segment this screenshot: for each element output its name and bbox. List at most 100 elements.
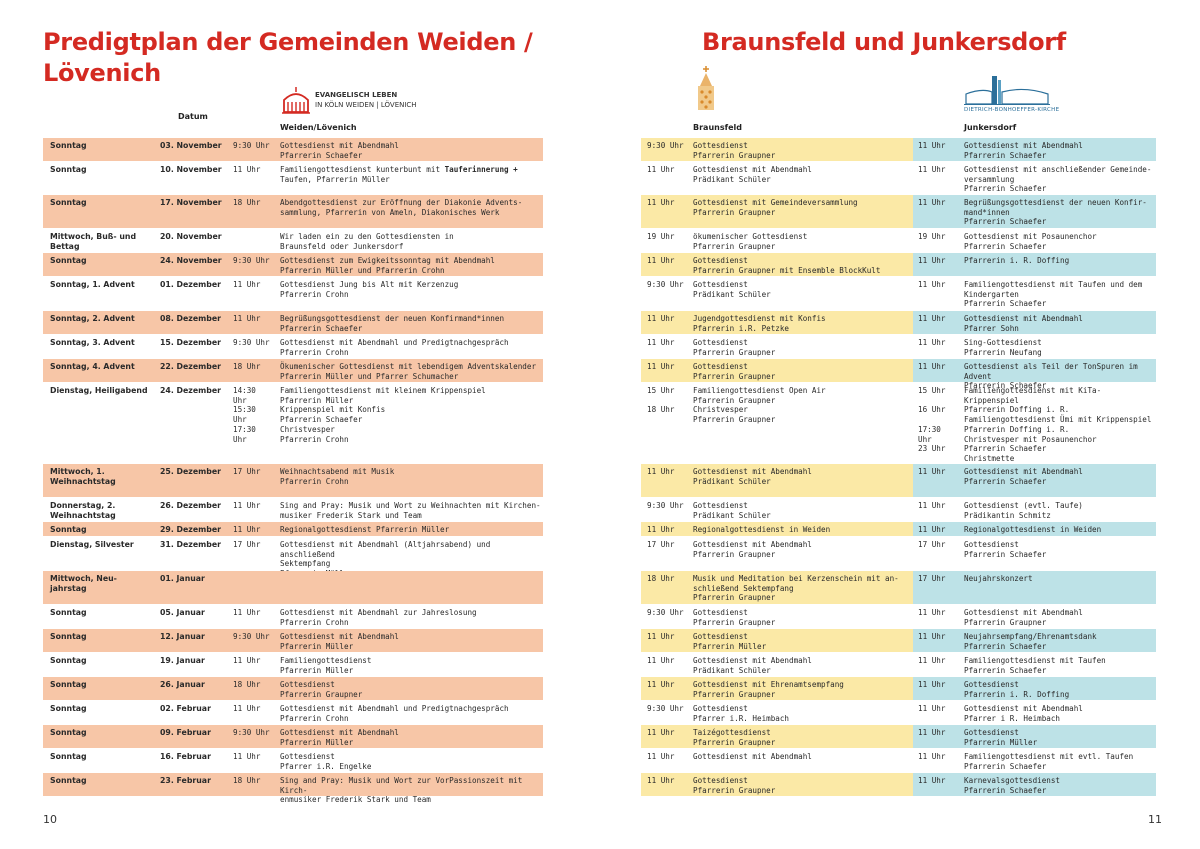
braunsfeld-time: 19 Uhr (647, 232, 675, 241)
junkersdorf-time: 11 Uhr (918, 656, 946, 665)
row-day: Sonntag (50, 256, 87, 265)
braunsfeld-service: Gottesdienst mit Abendmahl (693, 752, 812, 761)
braunsfeld-time: 9:30 Uhr (647, 141, 684, 150)
row-band-braunsfeld (641, 138, 913, 161)
junkersdorf-service: Familiengottesdienst mit KiTa-Krippenspi… (964, 386, 1152, 473)
braunsfeld-service: Gottesdienst Pfarrerin Graupner (693, 141, 776, 160)
braunsfeld-time: 11 Uhr (647, 338, 675, 347)
weiden-time: 11 Uhr (233, 608, 261, 617)
col-header-datum: Datum (178, 112, 208, 121)
row-band-junkersdorf (913, 464, 1156, 497)
row-date: 01. Dezember (160, 280, 221, 289)
braunsfeld-time: 11 Uhr (647, 656, 675, 665)
row-date: 08. Dezember (160, 314, 221, 323)
row-band-junkersdorf (913, 725, 1156, 748)
braunsfeld-service: Gottesdienst Prädikant Schüler (693, 280, 771, 299)
braunsfeld-time: 17 Uhr (647, 540, 675, 549)
weiden-time: 9:30 Uhr (233, 256, 270, 265)
junkersdorf-service: Gottesdienst mit anschließender Gemeinde… (964, 165, 1152, 194)
weiden-time: 9:30 Uhr (233, 141, 270, 150)
row-band-junkersdorf (913, 677, 1156, 700)
row-band-braunsfeld (641, 773, 913, 796)
row-day: Sonntag (50, 608, 87, 617)
junkersdorf-time: 11 Uhr (918, 632, 946, 641)
row-band-braunsfeld (641, 253, 913, 276)
row-band-weiden (43, 138, 543, 161)
row-day: Mittwoch, Buß- und Bettag (50, 232, 137, 251)
row-date: 29. Dezember (160, 525, 221, 534)
junkersdorf-time: 17 Uhr (918, 574, 946, 583)
junkersdorf-time: 11 Uhr (918, 165, 946, 174)
row-band-braunsfeld (641, 725, 913, 748)
row-date: 12. Januar (160, 632, 205, 641)
row-band-weiden (43, 677, 543, 700)
row-day: Sonntag (50, 728, 87, 737)
junkersdorf-time: 11 Uhr (918, 467, 946, 476)
junkersdorf-time: 11 Uhr (918, 362, 946, 371)
weiden-time: 11 Uhr (233, 501, 261, 510)
row-day: Sonntag (50, 632, 87, 641)
junkersdorf-service: Gottesdienst mit Abendmahl Pfarrer i R. … (964, 704, 1083, 723)
braunsfeld-time: 11 Uhr (647, 467, 675, 476)
row-date: 03. November (160, 141, 222, 150)
braunsfeld-service: Gottesdienst mit Abendmahl Pfarrerin Gra… (693, 540, 812, 559)
row-day: Sonntag (50, 165, 87, 174)
braunsfeld-service: Jugendgottesdienst mit Konfis Pfarrerin … (693, 314, 826, 333)
weiden-time: 11 Uhr (233, 165, 261, 174)
church-dome-icon (282, 87, 310, 114)
braunsfeld-service: Gottesdienst Prädikant Schüler (693, 501, 771, 520)
junkersdorf-service: Gottesdienst mit Abendmahl Pfarrerin Gra… (964, 608, 1083, 627)
weiden-service: Gottesdienst Pfarrer i.R. Engelke (280, 752, 372, 771)
junkersdorf-time: 15 Uhr 16 Uhr 17:30 Uhr 23 Uhr (918, 386, 946, 454)
junkersdorf-service: Neujahrskonzert (964, 574, 1033, 583)
row-date: 31. Dezember (160, 540, 221, 549)
weiden-service: Regionalgottesdienst Pfarrerin Müller (280, 525, 450, 534)
braunsfeld-time: 11 Uhr (647, 680, 675, 689)
junkersdorf-service: Familiengottesdienst mit Taufen Pfarreri… (964, 656, 1106, 675)
weiden-service: Sing and Pray: Musik und Wort zu Weihnac… (280, 501, 541, 520)
weiden-time: 14:30 Uhr 15:30 Uhr 17:30 Uhr (233, 386, 256, 444)
junkersdorf-service: Gottesdienst Pfarrerin Müller (964, 728, 1038, 747)
church-tower-icon (698, 66, 714, 110)
braunsfeld-time: 9:30 Uhr (647, 608, 684, 617)
page-number-left: 10 (43, 813, 57, 826)
row-day: Mittwoch, 1. Weihnachtstag (50, 467, 116, 486)
row-date: 15. Dezember (160, 338, 221, 347)
braunsfeld-service: Gottesdienst Pfarrerin Müller (693, 632, 767, 651)
row-band-weiden (43, 464, 543, 497)
row-day: Sonntag (50, 680, 87, 689)
row-band-junkersdorf (913, 522, 1156, 536)
braunsfeld-time: 18 Uhr (647, 574, 675, 583)
braunsfeld-service: Gottesdienst Pfarrerin Graupner (693, 776, 776, 795)
junkersdorf-time: 11 Uhr (918, 776, 946, 785)
weiden-time: 18 Uhr (233, 198, 261, 207)
junkersdorf-service: Familiengottesdienst mit Taufen und dem … (964, 280, 1143, 309)
junkersdorf-service: Gottesdienst Pfarrerin i. R. Doffing (964, 680, 1070, 699)
junkersdorf-time: 11 Uhr (918, 141, 946, 150)
junkersdorf-service: Begrüßungsgottesdienst der neuen Konfir-… (964, 198, 1147, 227)
row-day: Sonntag (50, 704, 87, 713)
row-date: 26. Januar (160, 680, 205, 689)
row-band-braunsfeld (641, 571, 913, 604)
row-day: Sonntag (50, 752, 87, 761)
weiden-service: Familiengottesdienst kunterbunt mit Tauf… (280, 165, 518, 184)
braunsfeld-time: 9:30 Uhr (647, 280, 684, 289)
row-band-junkersdorf (913, 195, 1156, 228)
junkersdorf-time: 11 Uhr (918, 314, 946, 323)
junkersdorf-service: Regionalgottesdienst in Weiden (964, 525, 1102, 534)
row-date: 25. Dezember (160, 467, 221, 476)
junkersdorf-service: Gottesdienst mit Abendmahl Pfarrer Sohn (964, 314, 1083, 333)
row-band-weiden (43, 311, 543, 334)
weiden-time: 11 Uhr (233, 656, 261, 665)
row-day: Sonntag (50, 656, 87, 665)
braunsfeld-service: Gottesdienst mit Ehrenamtsempfang Pfarre… (693, 680, 844, 699)
row-day: Mittwoch, Neu- jahrstag (50, 574, 117, 593)
braunsfeld-church-logo (693, 66, 719, 112)
weiden-time: 18 Uhr (233, 680, 261, 689)
weiden-service: Weihnachtsabend mit Musik Pfarrerin Croh… (280, 467, 395, 486)
weiden-service: Begrüßungsgottesdienst der neuen Konfirm… (280, 314, 505, 333)
junkersdorf-service: Pfarrerin i. R. Doffing (964, 256, 1070, 265)
junkersdorf-time: 11 Uhr (918, 680, 946, 689)
braunsfeld-service: Gottesdienst mit Gemeindeversammlung Pfa… (693, 198, 858, 217)
